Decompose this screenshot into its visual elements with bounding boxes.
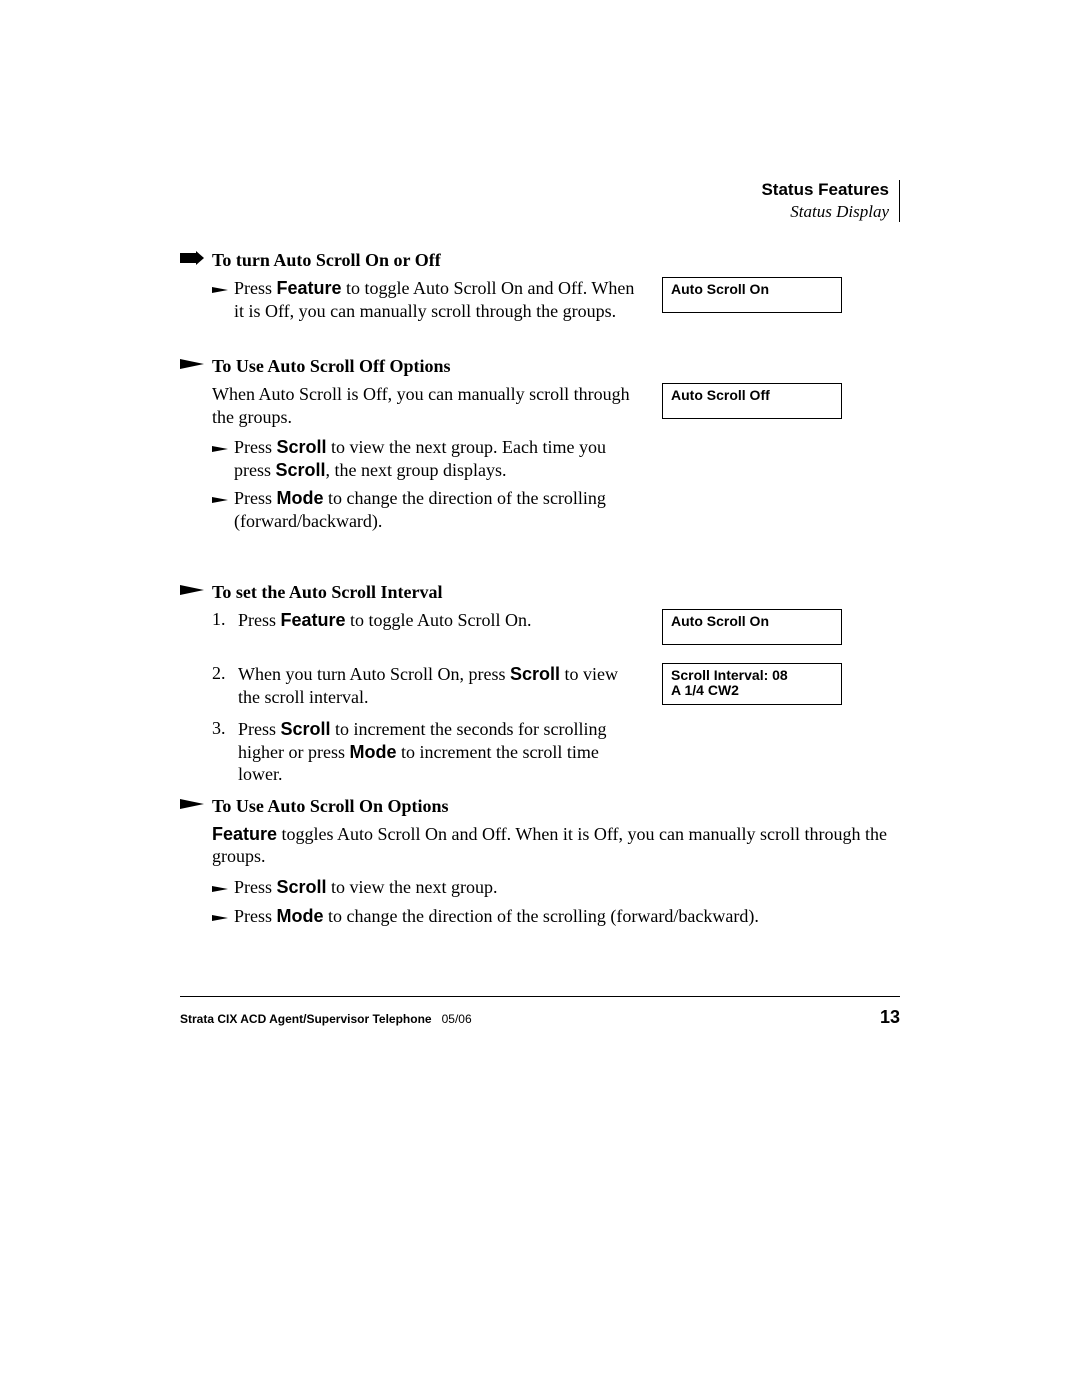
- section-auto-scroll-on-options: To Use Auto Scroll On Options Feature to…: [180, 796, 900, 928]
- bullet-item: Press Scroll to view the next group. Eac…: [212, 436, 642, 481]
- bullet-text: Press Scroll to view the next group. Eac…: [234, 436, 642, 481]
- pointer-icon: [180, 357, 206, 376]
- key-mode: Mode: [277, 488, 324, 508]
- bullet-icon: [212, 910, 230, 928]
- intro-text: When Auto Scroll is Off, you can manuall…: [212, 383, 642, 428]
- header-title: Status Features: [761, 180, 889, 200]
- bullet-icon: [212, 282, 230, 300]
- step-text: Press Scroll to increment the seconds fo…: [238, 718, 642, 786]
- bullet-item: Press Mode to change the direction of th…: [212, 905, 892, 928]
- bullet-text: Press Scroll to view the next group.: [234, 876, 498, 899]
- key-mode: Mode: [349, 742, 396, 762]
- lcd-display: Scroll Interval: 08 A 1/4 CW2: [662, 663, 842, 705]
- running-header: Status Features Status Display: [761, 180, 900, 222]
- bullet-icon: [212, 441, 230, 459]
- step-number: 3.: [212, 718, 234, 739]
- page-footer: Strata CIX ACD Agent/Supervisor Telephon…: [180, 996, 900, 1028]
- lcd-display: Auto Scroll On: [662, 609, 842, 645]
- content-area: To turn Auto Scroll On or Off Press Feat…: [180, 250, 900, 956]
- numbered-item: 3. Press Scroll to increment the seconds…: [212, 718, 642, 786]
- step-text: When you turn Auto Scroll On, press Scro…: [238, 663, 642, 708]
- key-feature: Feature: [277, 278, 342, 298]
- numbered-item: 2. When you turn Auto Scroll On, press S…: [212, 663, 642, 708]
- section-auto-scroll-off-options: To Use Auto Scroll Off Options When Auto…: [180, 356, 900, 532]
- lcd-display: Auto Scroll Off: [662, 383, 842, 419]
- key-mode: Mode: [277, 906, 324, 926]
- bullet-icon: [212, 492, 230, 510]
- numbered-item: 1. Press Feature to toggle Auto Scroll O…: [212, 609, 642, 632]
- footer-doc-title: Strata CIX ACD Agent/Supervisor Telephon…: [180, 1012, 472, 1026]
- pointer-icon: [180, 251, 206, 270]
- section-set-scroll-interval: To set the Auto Scroll Interval 1. Press…: [180, 582, 900, 786]
- section-title: To Use Auto Scroll Off Options: [212, 356, 451, 377]
- bullet-icon: [212, 881, 230, 899]
- header-subtitle: Status Display: [761, 202, 889, 222]
- step-number: 2.: [212, 663, 234, 684]
- key-scroll: Scroll: [277, 437, 327, 457]
- key-feature: Feature: [281, 610, 346, 630]
- key-scroll: Scroll: [276, 460, 326, 480]
- lcd-display: Auto Scroll On: [662, 277, 842, 313]
- bullet-text: Press Mode to change the direction of th…: [234, 905, 759, 928]
- key-scroll: Scroll: [281, 719, 331, 739]
- pointer-icon: [180, 797, 206, 816]
- page-number: 13: [880, 1007, 900, 1028]
- section-auto-scroll-toggle: To turn Auto Scroll On or Off Press Feat…: [180, 250, 900, 328]
- section-title: To turn Auto Scroll On or Off: [212, 250, 441, 271]
- intro-text: Feature toggles Auto Scroll On and Off. …: [212, 823, 892, 868]
- section-title: To Use Auto Scroll On Options: [212, 796, 449, 817]
- pointer-icon: [180, 583, 206, 602]
- bullet-text: Press Feature to toggle Auto Scroll On a…: [234, 277, 642, 322]
- bullet-item: Press Mode to change the direction of th…: [212, 487, 642, 532]
- section-title: To set the Auto Scroll Interval: [212, 582, 443, 603]
- bullet-text: Press Mode to change the direction of th…: [234, 487, 642, 532]
- key-feature: Feature: [212, 824, 277, 844]
- bullet-item: Press Scroll to view the next group.: [212, 876, 892, 899]
- bullet-item: Press Feature to toggle Auto Scroll On a…: [212, 277, 642, 322]
- step-text: Press Feature to toggle Auto Scroll On.: [238, 609, 532, 632]
- step-number: 1.: [212, 609, 234, 630]
- key-scroll: Scroll: [277, 877, 327, 897]
- key-scroll: Scroll: [510, 664, 560, 684]
